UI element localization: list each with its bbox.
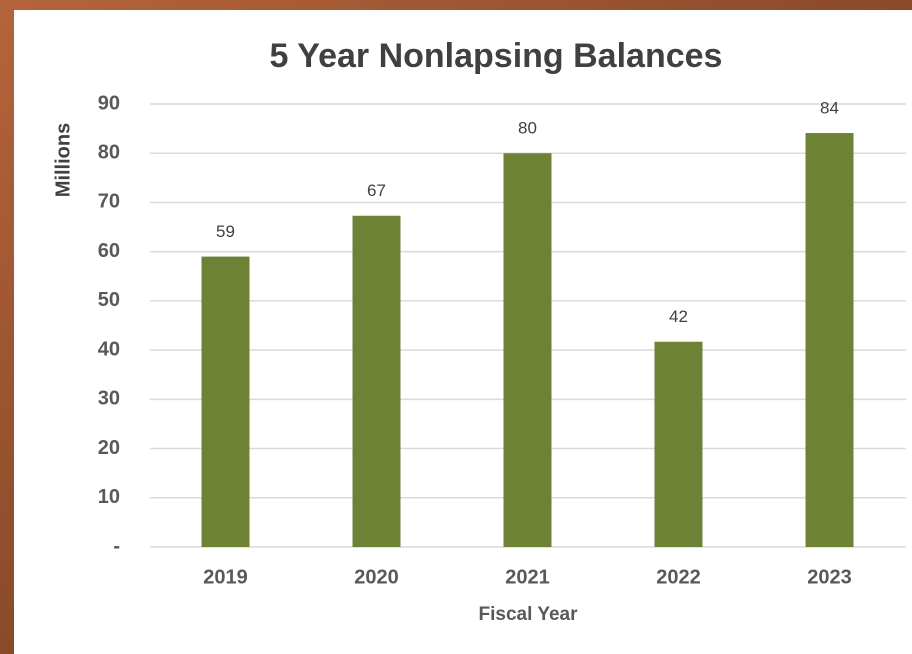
y-tick-label: 70 [98, 191, 120, 213]
page: {"chart_data": {"type": "bar", "title": … [0, 0, 912, 654]
data-label: 80 [518, 119, 537, 138]
x-tick-label: 2022 [656, 566, 701, 588]
bar [655, 342, 703, 547]
y-tick-label: - [113, 535, 120, 557]
bar [806, 133, 854, 547]
x-tick-label: 2021 [505, 566, 550, 588]
y-tick-label: 30 [98, 388, 120, 410]
y-tick-label: 40 [98, 338, 120, 360]
chart-panel [14, 10, 912, 654]
bar [202, 257, 250, 547]
x-tick-label: 2020 [354, 566, 399, 588]
bar [504, 153, 552, 547]
bar [353, 216, 401, 547]
data-label: 59 [216, 222, 235, 241]
data-label: 84 [820, 99, 839, 118]
chart-title: 5 Year Nonlapsing Balances [270, 37, 723, 75]
chart: 5 Year Nonlapsing Balances Millions Fisc… [0, 0, 912, 654]
y-tick-label: 10 [98, 486, 120, 508]
y-axis-title: Millions [52, 123, 74, 197]
data-label: 67 [367, 181, 386, 200]
y-tick-label: 60 [98, 240, 120, 262]
y-tick-label: 90 [98, 92, 120, 114]
x-axis-title: Fiscal Year [479, 604, 579, 625]
y-tick-label: 50 [98, 289, 120, 311]
x-tick-label: 2023 [807, 566, 852, 588]
x-tick-label: 2019 [203, 566, 248, 588]
data-label: 42 [669, 307, 688, 326]
y-tick-label: 20 [98, 437, 120, 459]
y-tick-label: 80 [98, 142, 120, 164]
